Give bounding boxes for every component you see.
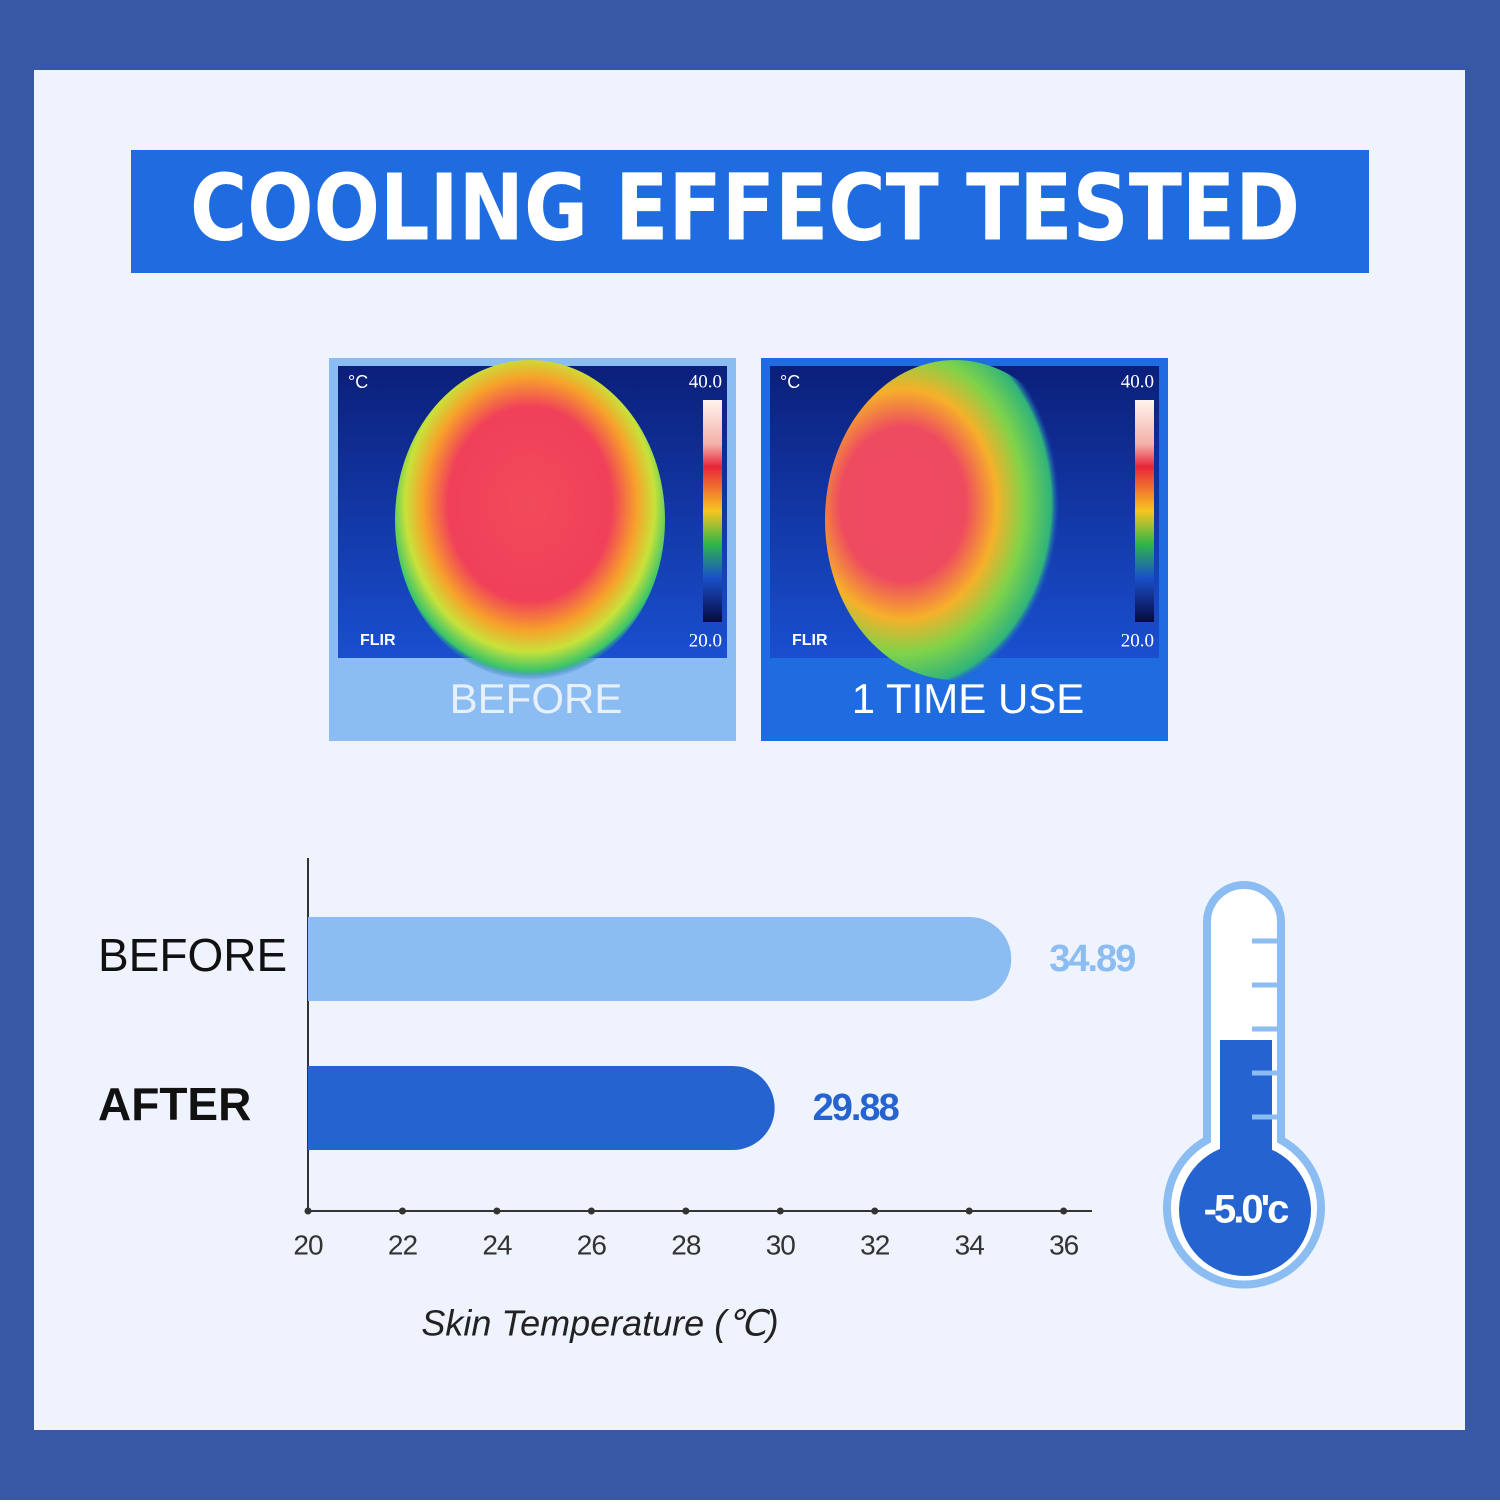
thermal-face — [395, 360, 665, 680]
color-scale — [703, 400, 722, 622]
value-label: 34.89 — [1049, 938, 1135, 980]
panel-caption: 1 TIME USE — [852, 675, 1085, 722]
x-tick-label: 22 — [388, 1229, 418, 1260]
thermal-face — [825, 360, 1085, 680]
x-tick-label: 32 — [860, 1229, 890, 1260]
panel-caption: BEFORE — [450, 675, 623, 722]
tick-mark — [398, 1207, 406, 1215]
scale-min: 20.0 — [1121, 630, 1154, 651]
bar — [308, 1066, 775, 1150]
x-tick-label: 26 — [577, 1229, 607, 1260]
y-tick-label: AFTER — [98, 1078, 251, 1130]
tick-mark — [493, 1207, 501, 1215]
thermometer-fill — [1220, 1040, 1272, 1160]
x-tick-label: 36 — [1049, 1229, 1079, 1260]
title-banner — [131, 150, 1369, 273]
x-tick-label: 20 — [293, 1229, 323, 1260]
brand: FLIR — [792, 632, 828, 649]
unit: °C — [348, 372, 368, 392]
thermometer-label: -5.0'c — [1204, 1188, 1289, 1232]
x-tick-label: 24 — [482, 1229, 512, 1260]
tick-mark — [304, 1207, 312, 1215]
tick-mark — [776, 1207, 784, 1215]
x-axis-title: Skin Temperature (℃) — [421, 1303, 778, 1344]
tick-mark — [965, 1207, 973, 1215]
tick-mark — [871, 1207, 879, 1215]
bar — [308, 917, 1012, 1001]
y-tick-label: BEFORE — [98, 929, 287, 981]
title: COOLING EFFECT TESTED — [190, 154, 1300, 261]
scale-min: 20.0 — [689, 630, 722, 651]
tick-mark — [682, 1207, 690, 1215]
scale-max: 40.0 — [689, 371, 722, 392]
color-scale — [1135, 400, 1154, 622]
x-tick-label: 30 — [766, 1229, 796, 1260]
thermometer-ticks — [1252, 938, 1278, 1120]
x-tick-label: 28 — [671, 1229, 701, 1260]
thermometer-bulb — [1179, 1144, 1311, 1276]
value-label: 29.88 — [813, 1087, 899, 1129]
x-tick-label: 34 — [955, 1229, 985, 1260]
unit: °C — [780, 372, 800, 392]
scale-max: 40.0 — [1121, 371, 1154, 392]
tick-mark — [1060, 1207, 1068, 1215]
brand: FLIR — [360, 632, 396, 649]
tick-mark — [587, 1207, 595, 1215]
